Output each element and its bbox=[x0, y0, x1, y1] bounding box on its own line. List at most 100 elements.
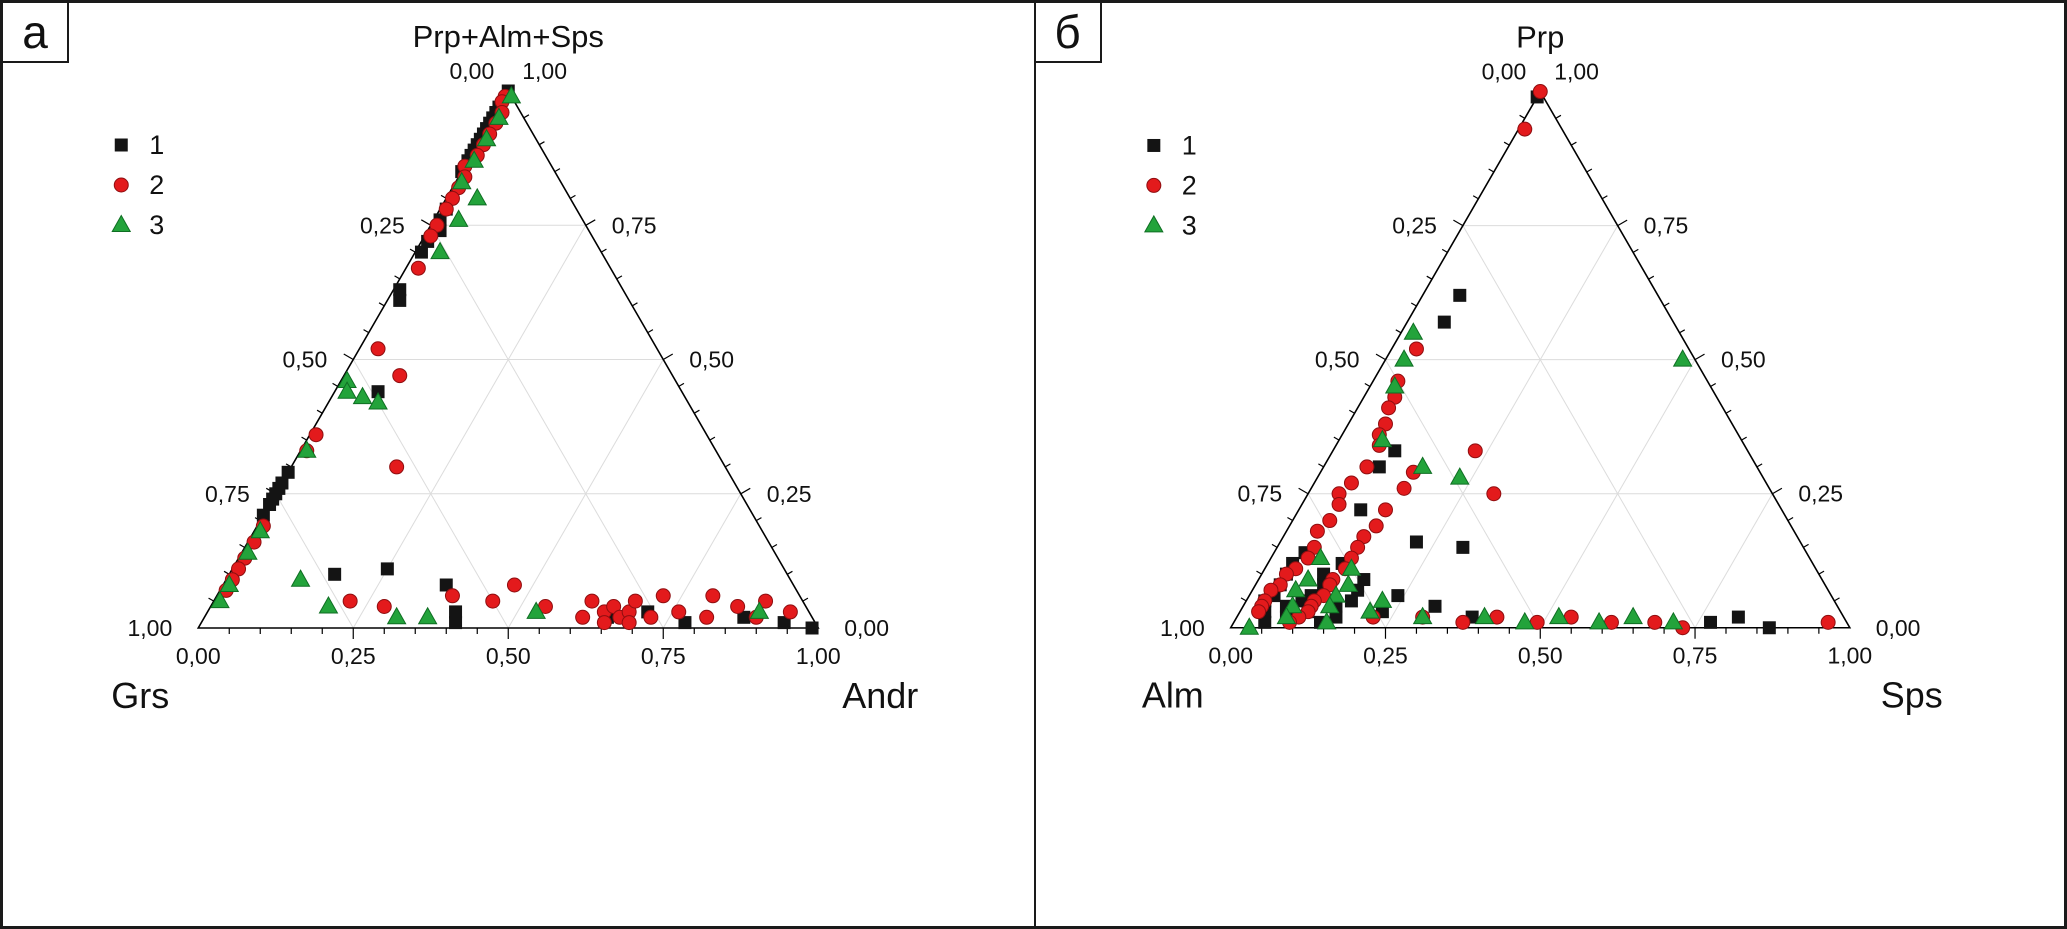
data-point-triangle bbox=[1548, 606, 1569, 625]
data-point-triangle bbox=[417, 606, 438, 625]
data-point-circle bbox=[699, 609, 715, 625]
data-point-square bbox=[439, 578, 453, 592]
data-point-triangle bbox=[1588, 611, 1609, 630]
data-point-triangle bbox=[1393, 349, 1414, 367]
data-point-circle bbox=[1408, 341, 1424, 357]
data-point-circle bbox=[1368, 518, 1384, 534]
data-point-triangle bbox=[1672, 349, 1692, 367]
data-point-square bbox=[449, 605, 463, 619]
data-point-circle bbox=[1532, 84, 1548, 100]
legend-marker-triangle bbox=[1143, 214, 1164, 233]
grid-lines bbox=[1307, 225, 1773, 629]
bottom-tick-label: 0,25 bbox=[1363, 643, 1408, 669]
data-point-square bbox=[1257, 615, 1271, 629]
bottom-tick-label: 0,00 bbox=[176, 643, 221, 669]
data-point-circle bbox=[485, 593, 501, 609]
data-point-circle bbox=[410, 260, 426, 276]
series-triangle-points bbox=[1238, 322, 1692, 635]
data-point-triangle bbox=[1316, 611, 1337, 630]
corner-right-label: Andr bbox=[842, 675, 918, 716]
data-point-triangle bbox=[318, 595, 339, 614]
data-point-triangle bbox=[1372, 429, 1392, 448]
data-point-circle bbox=[584, 593, 600, 609]
right-tick-label: 0,50 bbox=[689, 347, 734, 373]
data-point-square bbox=[1328, 610, 1342, 624]
corner-labels: Prp+Alm+Sps Grs Andr bbox=[111, 19, 918, 716]
legend-marker-circle bbox=[113, 177, 129, 193]
data-point-triangle bbox=[489, 107, 509, 125]
data-point-circle bbox=[342, 593, 358, 609]
data-point-square bbox=[1452, 288, 1466, 302]
legend: 1 2 3 bbox=[1143, 130, 1196, 240]
data-point-triangle bbox=[1403, 322, 1423, 340]
data-point-circle bbox=[1250, 604, 1266, 620]
data-point-triangle bbox=[1282, 595, 1302, 614]
legend-marker-triangle bbox=[111, 214, 132, 232]
data-point-triangle bbox=[1412, 456, 1432, 474]
data-point-square bbox=[777, 616, 791, 630]
bottom-tick-label: 0,00 bbox=[1208, 643, 1253, 669]
data-point-circle bbox=[392, 368, 408, 384]
data-point-triangle bbox=[1514, 611, 1535, 630]
legend-label: 3 bbox=[149, 210, 164, 240]
data-point-triangle bbox=[1285, 579, 1306, 598]
apex-tick-right: 1,00 bbox=[522, 58, 567, 84]
data-point-square bbox=[328, 567, 342, 581]
data-point-triangle bbox=[464, 150, 485, 168]
data-point-triangle bbox=[467, 187, 488, 206]
data-point-circle bbox=[782, 604, 798, 620]
data-point-square bbox=[1390, 589, 1404, 603]
bottom-tick-label: 1,00 bbox=[1827, 643, 1872, 669]
data-point-circle bbox=[730, 599, 746, 614]
data-point-square bbox=[1703, 615, 1717, 629]
ternary-plot-b: 0,00 0,25 0,50 0,75 1,00 0,25 0,50 0,75 1,00 0,75… bbox=[1141, 20, 1942, 716]
data-point-square bbox=[805, 621, 819, 635]
data-point-triangle bbox=[1663, 611, 1683, 630]
data-point-triangle bbox=[526, 601, 547, 619]
data-point-triangle bbox=[1384, 376, 1405, 394]
data-point-triangle bbox=[1341, 558, 1361, 576]
data-point-circle bbox=[1820, 614, 1836, 630]
data-point-triangle bbox=[368, 391, 388, 410]
data-point-triangle bbox=[1359, 601, 1380, 619]
data-point-circle bbox=[1377, 502, 1393, 518]
data-point-square bbox=[414, 245, 428, 259]
data-point-circle bbox=[596, 615, 612, 631]
data-point-circle bbox=[758, 593, 774, 609]
data-point-triangle bbox=[250, 520, 271, 539]
right-tick-label: 0,75 bbox=[612, 212, 657, 238]
apex-title: Prp bbox=[1516, 20, 1564, 55]
data-point-triangle bbox=[237, 542, 258, 560]
data-point-circle bbox=[423, 228, 439, 244]
data-point-circle bbox=[308, 427, 324, 443]
left-tick-label: 1,00 bbox=[1160, 615, 1205, 641]
legend-marker-circle bbox=[1145, 177, 1161, 193]
bottom-tick-label: 0,50 bbox=[1517, 643, 1562, 669]
data-point-circle bbox=[506, 577, 522, 593]
data-point-triangle bbox=[290, 569, 311, 587]
data-point-circle bbox=[1321, 513, 1337, 529]
panel-b: б 0,00 0,25 0,50 0,75 1,00 0,25 0,50 0,75 1,00 0,… bbox=[1033, 3, 2065, 926]
data-point-triangle bbox=[1338, 574, 1358, 592]
bottom-tick-label: 0,25 bbox=[331, 643, 376, 669]
data-point-square bbox=[1372, 460, 1386, 474]
data-point-circle bbox=[1516, 121, 1532, 137]
series-circle-points bbox=[1250, 84, 1836, 636]
data-point-triangle bbox=[430, 241, 450, 260]
bottom-tick-label: 0,75 bbox=[641, 643, 686, 669]
data-point-triangle bbox=[219, 574, 240, 592]
data-point-square bbox=[1356, 573, 1370, 587]
data-point-triangle bbox=[1372, 590, 1392, 608]
data-point-triangle bbox=[210, 590, 230, 609]
data-point-square bbox=[1731, 610, 1745, 624]
legend-label: 2 bbox=[149, 170, 164, 200]
data-point-triangle bbox=[296, 440, 317, 458]
legend: 1 2 3 bbox=[111, 130, 164, 240]
data-point-circle bbox=[389, 459, 405, 475]
data-point-circle bbox=[643, 609, 659, 625]
data-point-triangle bbox=[1449, 467, 1470, 485]
corner-left-label: Grs bbox=[111, 675, 169, 716]
apex-title: Prp+Alm+Sps bbox=[413, 19, 604, 54]
data-point-triangle bbox=[451, 171, 472, 190]
